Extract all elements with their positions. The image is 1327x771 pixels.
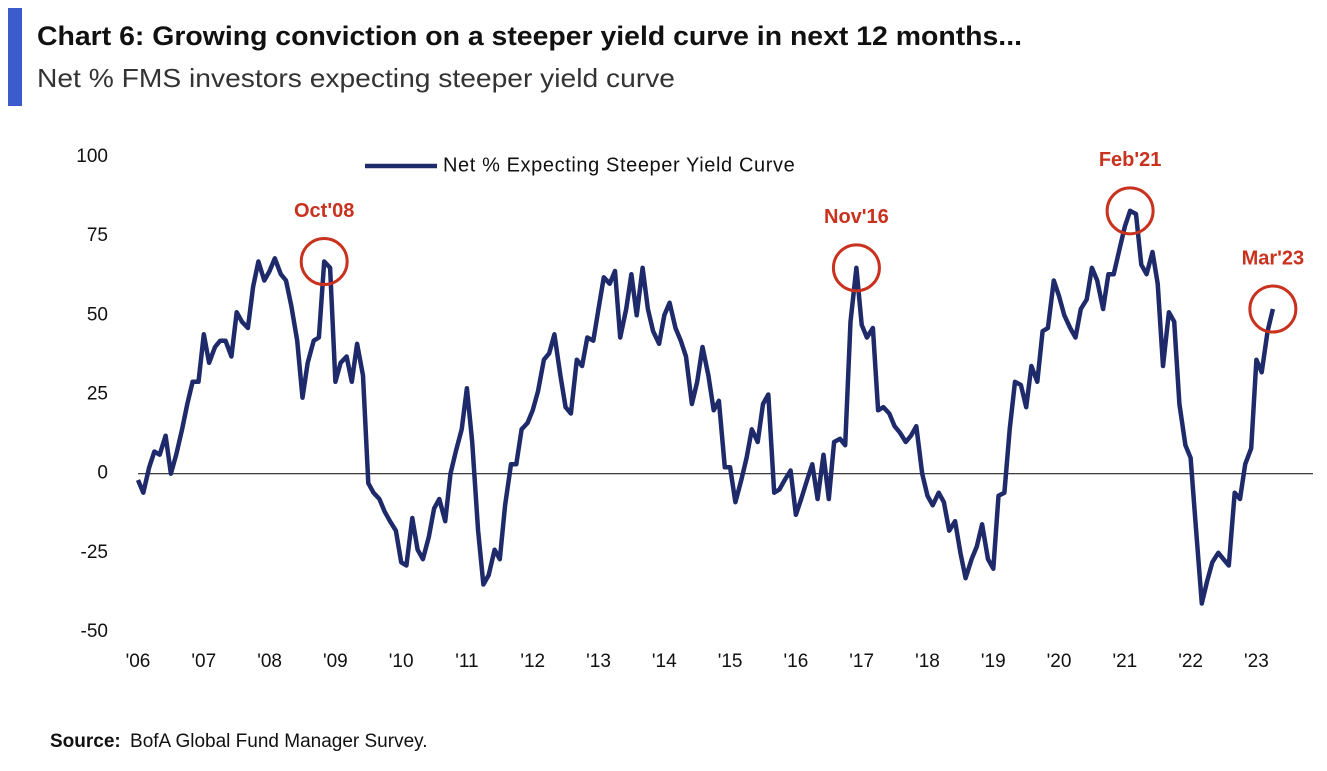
- chart-subtitle: Net % FMS investors expecting steeper yi…: [37, 63, 675, 93]
- y-tick-label: 100: [76, 146, 108, 167]
- y-tick-label: 0: [97, 463, 108, 484]
- chart-title: Chart 6: Growing conviction on a steeper…: [37, 21, 1022, 51]
- x-tick-label: '17: [849, 651, 874, 672]
- y-tick-label: -25: [81, 542, 108, 563]
- annotation-circle: [831, 243, 881, 293]
- annotation-label: Oct'08: [294, 200, 354, 222]
- annotation-circle: [1248, 284, 1298, 334]
- y-tick-label: -50: [81, 621, 108, 642]
- source-text: BofA Global Fund Manager Survey.: [130, 731, 427, 752]
- x-tick-label: '12: [520, 651, 545, 672]
- x-tick-label: '10: [389, 651, 414, 672]
- x-tick-label: '07: [191, 651, 216, 672]
- y-tick-label: 25: [87, 384, 108, 405]
- source-label: Source:: [50, 731, 121, 752]
- x-tick-label: '16: [784, 651, 809, 672]
- x-tick-label: '19: [981, 651, 1006, 672]
- annotation-label: Feb'21: [1099, 149, 1162, 171]
- x-tick-label: '14: [652, 651, 677, 672]
- annotation-label: Mar'23: [1242, 247, 1305, 269]
- legend-label: Net % Expecting Steeper Yield Curve: [443, 154, 795, 176]
- series-line: [135, 208, 1276, 606]
- x-tick-label: '08: [257, 651, 282, 672]
- x-tick-label: '09: [323, 651, 348, 672]
- annotation-circle: [299, 237, 349, 286]
- x-tick-label: '20: [1047, 651, 1072, 672]
- y-tick-label: 50: [87, 304, 108, 325]
- x-tick-label: '23: [1244, 651, 1269, 672]
- annotation-label: Nov'16: [824, 206, 889, 228]
- x-tick-label: '11: [455, 651, 478, 672]
- y-tick-label: 75: [87, 225, 108, 246]
- x-tick-label: '22: [1178, 651, 1203, 672]
- x-tick-label: '18: [915, 651, 940, 672]
- x-tick-label: '15: [718, 651, 743, 672]
- x-tick-label: '21: [1112, 651, 1137, 672]
- source: Source: BofA Global Fund Manager Survey.: [50, 731, 428, 752]
- title-bar: [8, 8, 22, 106]
- annotation-circle: [1105, 186, 1155, 236]
- x-tick-label: '06: [126, 651, 151, 672]
- x-tick-label: '13: [586, 651, 611, 672]
